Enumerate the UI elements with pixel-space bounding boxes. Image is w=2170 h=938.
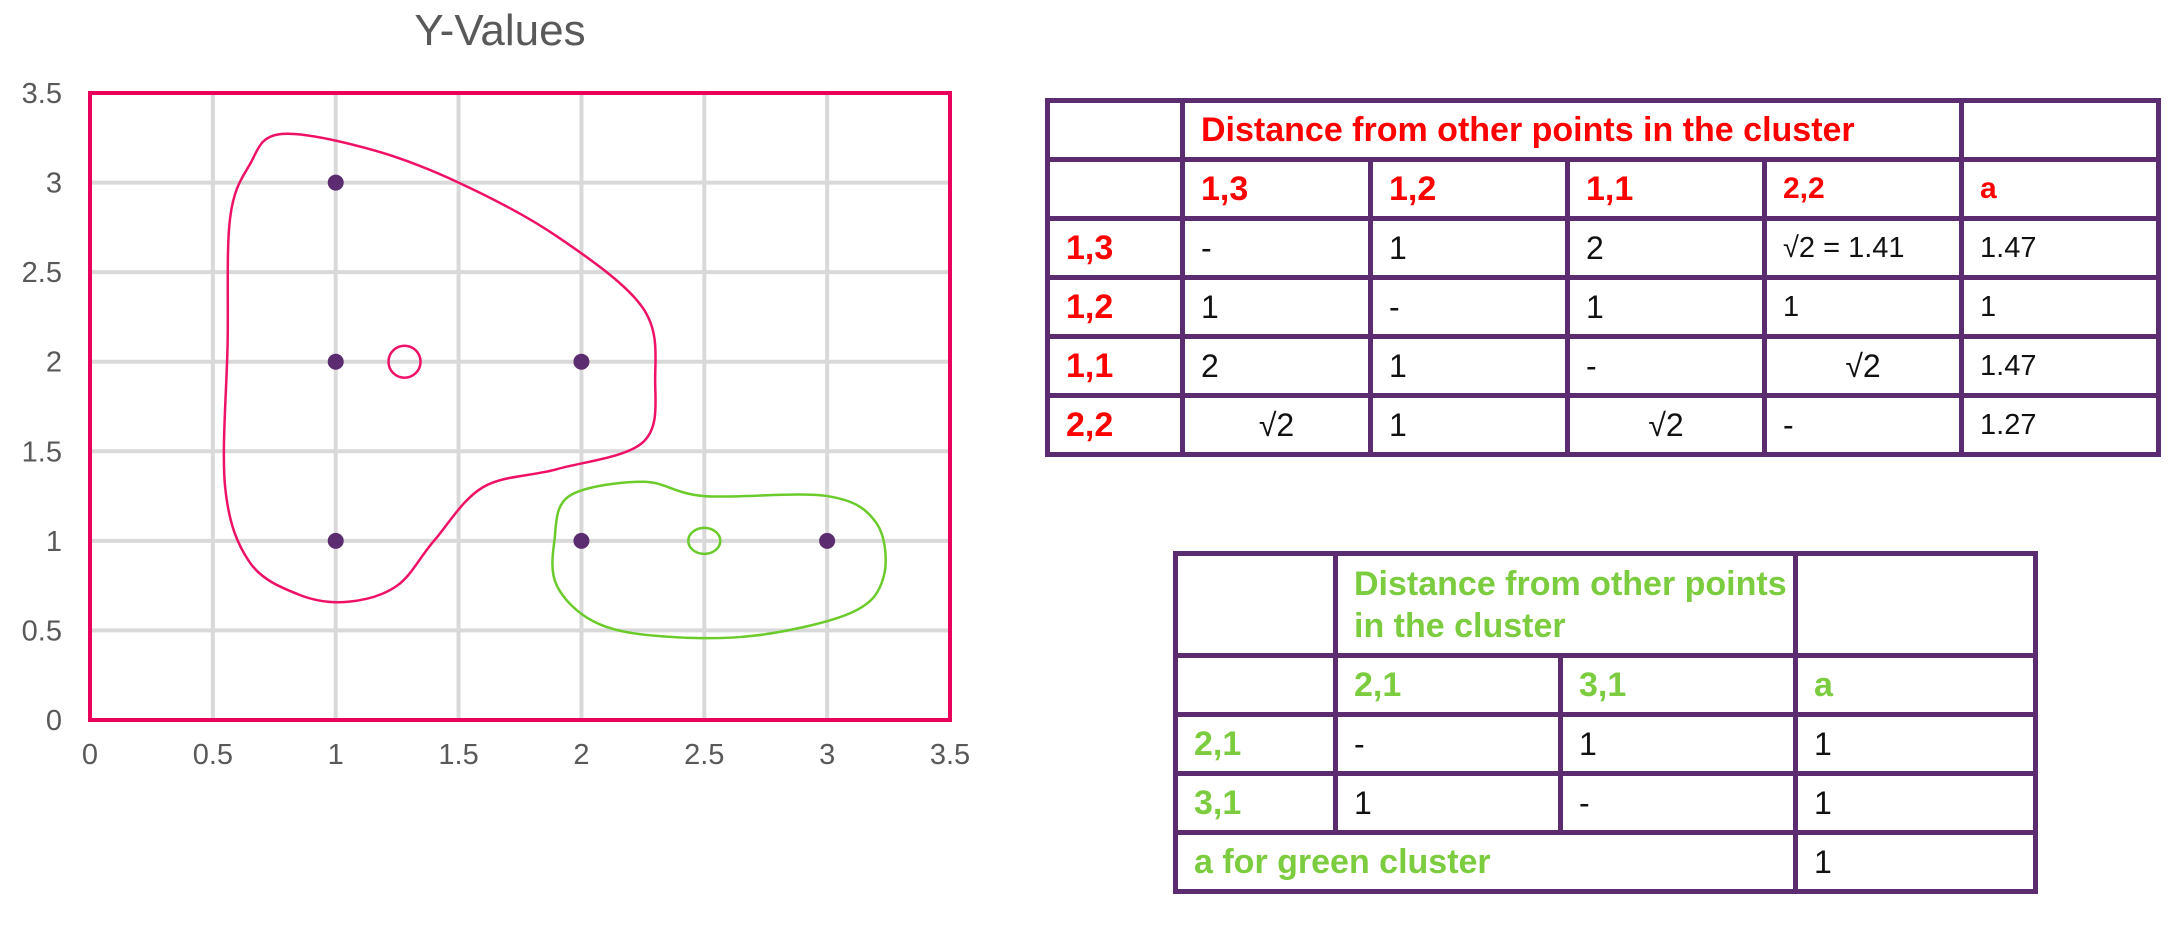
tick-labels: 0 0.5 1 1.5 2 2.5 3 3.5 0 0.5 1 1.5 2 2.5 3 3.5: [22, 78, 970, 771]
column-header: 2,2: [1761, 157, 1965, 221]
red-table-title: Distance from other points in the cluste…: [1179, 98, 1965, 162]
table-row: Distance from other points in the cluste…: [1173, 551, 2038, 658]
table-cell: -: [1180, 216, 1373, 280]
table-row: 2,1 - 1 1: [1173, 712, 2038, 776]
table-cell: 2: [1180, 334, 1373, 398]
row-header: 1,1: [1045, 334, 1185, 398]
chart-svg: Y-Values 0 0.5 1 1.5 2 2.5 3 3.5 0 0.5 1 1.5 2 2.5 3 3.…: [22, 6, 970, 771]
table-cell: 1: [1761, 275, 1965, 339]
empty-cell: [1959, 98, 2162, 162]
red-centroid-mark: [387, 344, 422, 379]
table-cell: √2: [1565, 393, 1767, 457]
green-centroid-mark: [687, 526, 722, 556]
chart-title: Y-Values: [414, 6, 585, 55]
table-cell: 2: [1565, 216, 1767, 280]
y-tick-label: 1: [46, 526, 62, 558]
table-row: 1,1 2 1 - √2 1.47: [1045, 334, 2162, 398]
row-header: 2,2: [1045, 393, 1185, 457]
column-header: 1,1: [1565, 157, 1767, 221]
table-row: 1,2 1 - 1 1 1: [1045, 275, 2162, 339]
y-tick-label: 1.5: [22, 436, 62, 468]
x-tick-label: 2.5: [684, 739, 724, 771]
green-table-title: Distance from other points in the cluste…: [1333, 551, 1798, 658]
footer-label: a for green cluster: [1173, 830, 1798, 894]
column-header: 1,2: [1368, 157, 1570, 221]
table-cell: √2: [1180, 393, 1373, 457]
table-row: 2,2 √2 1 √2 - 1.27: [1045, 393, 2162, 457]
row-header: 1,2: [1045, 275, 1185, 339]
x-tick-label: 3.5: [930, 739, 970, 771]
table-cell: -: [1558, 771, 1798, 835]
table-cell: 1: [1368, 216, 1570, 280]
plot-frame: [88, 91, 952, 722]
table-row: Distance from other points in the cluste…: [1045, 98, 2162, 162]
table-cell: 1: [1793, 712, 2038, 776]
table-row: 1,3 - 1 2 √2 = 1.41 1.47: [1045, 216, 2162, 280]
data-point: [573, 532, 590, 549]
x-tick-label: 2: [573, 739, 589, 771]
data-points: [327, 174, 836, 549]
table-cell: 1.47: [1959, 216, 2162, 280]
table-cell: √2 = 1.41: [1761, 216, 1965, 280]
y-tick-label: 2.5: [22, 257, 62, 289]
table-cell: 1: [1333, 771, 1563, 835]
table-cell: 1: [1565, 275, 1767, 339]
row-header: 1,3: [1045, 216, 1185, 280]
table-cell: √2: [1761, 334, 1965, 398]
table-cell: 1: [1180, 275, 1373, 339]
column-header: a: [1959, 157, 2162, 221]
table-cell: -: [1761, 393, 1965, 457]
table-header-row: 2,1 3,1 a: [1173, 653, 2038, 717]
table-row: 3,1 1 - 1: [1173, 771, 2038, 835]
y-tick-label: 0.5: [22, 615, 62, 647]
corner-cell: [1045, 98, 1185, 162]
corner-cell: [1173, 551, 1338, 658]
column-header: 2,1: [1333, 653, 1563, 717]
x-tick-label: 0.5: [193, 739, 233, 771]
table-header-row: 1,3 1,2 1,1 2,2 a: [1045, 157, 2162, 221]
red-cluster-distance-table: Distance from other points in the cluste…: [1045, 98, 2162, 457]
column-header: 3,1: [1558, 653, 1798, 717]
green-cluster-distance-table: Distance from other points in the cluste…: [1173, 551, 2038, 894]
data-point: [819, 532, 836, 549]
y-tick-label: 2: [46, 347, 62, 379]
plot-border: [88, 91, 952, 722]
column-header: 1,3: [1180, 157, 1373, 221]
red-cluster-outline: [222, 132, 657, 604]
data-point: [327, 174, 344, 191]
data-point: [327, 532, 344, 549]
table-cell: 1: [1793, 771, 2038, 835]
grid-lines: [88, 91, 952, 722]
table-footer-row: a for green cluster 1: [1173, 830, 2038, 894]
table-cell: 1.27: [1959, 393, 2162, 457]
footer-value: 1: [1793, 830, 2038, 894]
x-tick-label: 3: [819, 739, 835, 771]
green-cluster-outline: [551, 480, 887, 640]
row-header: 3,1: [1173, 771, 1338, 835]
table-cell: -: [1565, 334, 1767, 398]
row-header: 2,1: [1173, 712, 1338, 776]
x-tick-label: 1.5: [438, 739, 478, 771]
table-cell: 1: [1368, 334, 1570, 398]
data-point: [327, 353, 344, 370]
y-tick-label: 3: [46, 168, 62, 200]
cluster-annotations: [222, 132, 887, 640]
corner-cell: [1045, 157, 1185, 221]
table-cell: -: [1333, 712, 1563, 776]
y-tick-label: 0: [46, 705, 62, 737]
scatter-chart: Y-Values 0 0.5 1 1.5 2 2.5 3 3.5 0 0.5 1 1.5 2 2.5 3 3.…: [0, 0, 1000, 800]
table-cell: 1.47: [1959, 334, 2162, 398]
empty-cell: [1793, 551, 2038, 658]
table-cell: 1: [1558, 712, 1798, 776]
y-tick-label: 3.5: [22, 78, 62, 110]
table-cell: 1: [1368, 393, 1570, 457]
data-point: [573, 353, 590, 370]
x-tick-label: 0: [82, 739, 98, 771]
corner-cell: [1173, 653, 1338, 717]
x-tick-label: 1: [328, 739, 344, 771]
table-cell: -: [1368, 275, 1570, 339]
column-header: a: [1793, 653, 2038, 717]
table-cell: 1: [1959, 275, 2162, 339]
